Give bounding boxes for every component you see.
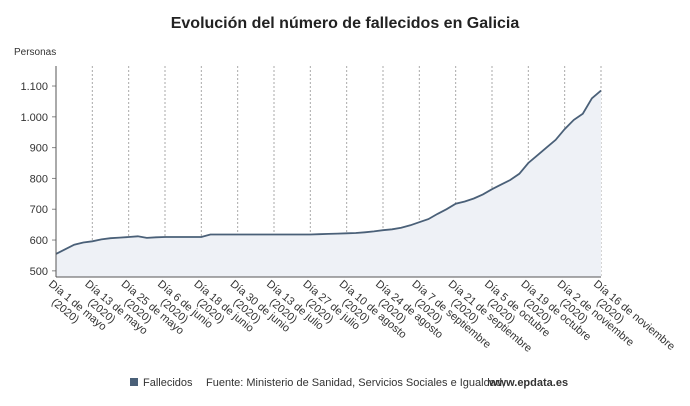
legend-label: Fallecidos: [143, 377, 193, 389]
chart-title: Evolución del número de fallecidos en Ga…: [171, 15, 520, 32]
source: Fuente: Ministerio de Sanidad, Servicios…: [206, 377, 505, 389]
area: [56, 90, 601, 277]
legend-swatch: [130, 378, 138, 386]
y-tick-label: 500: [30, 266, 48, 278]
y-tick-label: 1.100: [20, 81, 48, 93]
y-tick-label: 600: [30, 235, 48, 247]
y-axis-label: Personas: [14, 47, 56, 58]
source-link: www.epdata.es: [488, 377, 568, 389]
y-tick-label: 800: [30, 173, 48, 185]
y-tick-label: 900: [30, 143, 48, 155]
y-tick-label: 700: [30, 204, 48, 216]
y-tick-label: 1.000: [20, 112, 48, 124]
line: [55, 89, 602, 255]
